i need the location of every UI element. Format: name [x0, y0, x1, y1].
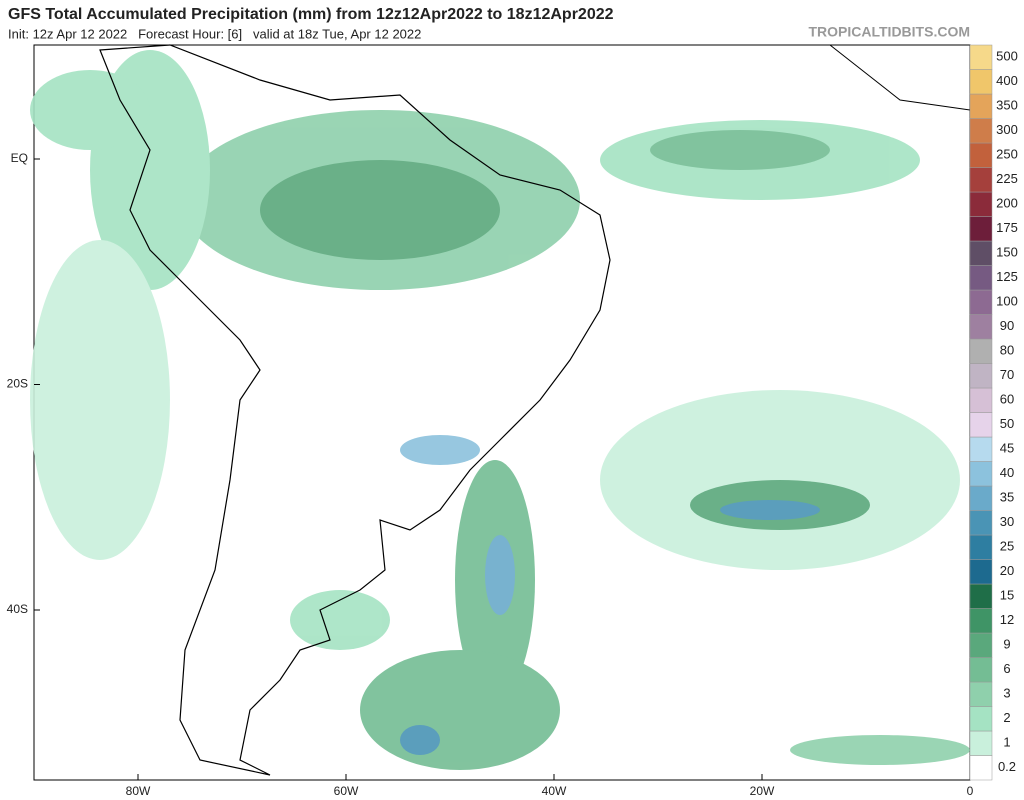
colorbar-swatch	[969, 534, 993, 560]
colorbar-label: 60	[1000, 392, 1014, 407]
colorbar-swatch	[969, 314, 993, 340]
colorbar-label: 225	[996, 171, 1018, 186]
precip-area	[360, 650, 560, 770]
colorbar-label: 6	[1003, 661, 1010, 676]
colorbar-label: 250	[996, 147, 1018, 162]
colorbar-swatch	[969, 632, 993, 658]
colorbar-label: 300	[996, 122, 1018, 137]
colorbar-swatch	[969, 681, 993, 707]
colorbar-swatch	[969, 289, 993, 315]
colorbar-swatch	[969, 265, 993, 291]
coastline	[829, 44, 971, 111]
colorbar-label: 0.2	[998, 759, 1016, 774]
lon-label: 80W	[126, 784, 151, 798]
lat-label: EQ	[11, 151, 28, 165]
colorbar-label: 1	[1003, 735, 1010, 750]
colorbar-label: 20	[1000, 563, 1014, 578]
colorbar-swatch	[969, 387, 993, 413]
colorbar-swatch	[969, 461, 993, 487]
colorbar-swatch	[969, 510, 993, 536]
colorbar-swatch	[969, 412, 993, 438]
colorbar-label: 50	[1000, 416, 1014, 431]
colorbar-label: 400	[996, 73, 1018, 88]
colorbar-swatch	[969, 142, 993, 168]
colorbar-label: 40	[1000, 465, 1014, 480]
colorbar-swatch	[969, 559, 993, 585]
precip-area	[400, 435, 480, 465]
precip-area	[290, 590, 390, 650]
colorbar-swatch	[969, 436, 993, 462]
colorbar-label: 2	[1003, 710, 1010, 725]
precip-area	[400, 725, 440, 755]
lon-label: 40W	[542, 784, 567, 798]
colorbar-swatch	[969, 730, 993, 756]
lon-label: 0	[967, 784, 974, 798]
precip-area	[650, 130, 830, 170]
colorbar-swatch	[969, 485, 993, 511]
colorbar-label: 70	[1000, 367, 1014, 382]
map-area	[30, 44, 971, 781]
colorbar-label: 30	[1000, 514, 1014, 529]
precip-area	[485, 535, 515, 615]
colorbar-label: 12	[1000, 612, 1014, 627]
precip-area	[790, 735, 970, 765]
colorbar-label: 500	[996, 49, 1018, 64]
colorbar-swatch	[969, 363, 993, 389]
colorbar-swatch	[969, 706, 993, 732]
colorbar-label: 25	[1000, 539, 1014, 554]
precip-area	[30, 240, 170, 560]
init-line: Init: 12z Apr 12 2022 Forecast Hour: [6]…	[8, 26, 421, 41]
colorbar: 0.21236912152025303540455060708090100125…	[969, 44, 1018, 781]
colorbar-label: 175	[996, 220, 1018, 235]
colorbar-swatch	[969, 69, 993, 95]
colorbar-label: 15	[1000, 588, 1014, 603]
colorbar-swatch	[969, 93, 993, 119]
colorbar-swatch	[969, 657, 993, 683]
colorbar-swatch	[969, 118, 993, 144]
coastline	[99, 44, 611, 776]
colorbar-label: 9	[1003, 637, 1010, 652]
colorbar-swatch	[969, 167, 993, 193]
colorbar-swatch	[969, 755, 993, 781]
colorbar-label: 90	[1000, 318, 1014, 333]
colorbar-label: 125	[996, 269, 1018, 284]
colorbar-label: 80	[1000, 343, 1014, 358]
colorbar-label: 350	[996, 98, 1018, 113]
colorbar-swatch	[969, 338, 993, 364]
colorbar-swatch	[969, 608, 993, 634]
title: GFS Total Accumulated Precipitation (mm)…	[8, 6, 614, 23]
lat-label: 20S	[7, 377, 28, 391]
colorbar-label: 100	[996, 294, 1018, 309]
lon-label: 60W	[334, 784, 359, 798]
colorbar-label: 150	[996, 245, 1018, 260]
colorbar-label: 45	[1000, 441, 1014, 456]
colorbar-swatch	[969, 216, 993, 242]
colorbar-swatch	[969, 191, 993, 217]
source: TROPICALTIDBITS.COM	[808, 24, 970, 40]
lat-label: 40S	[7, 602, 28, 616]
precip-area	[260, 160, 500, 260]
colorbar-label: 200	[996, 196, 1018, 211]
colorbar-swatch	[969, 44, 993, 70]
colorbar-label: 35	[1000, 490, 1014, 505]
colorbar-swatch	[969, 583, 993, 609]
colorbar-label: 3	[1003, 686, 1010, 701]
precip-field	[30, 50, 970, 770]
axes: EQ 20S 40S 80W 60W 40W 20W 0	[7, 151, 974, 798]
lon-label: 20W	[750, 784, 775, 798]
colorbar-swatch	[969, 240, 993, 266]
precip-area	[720, 500, 820, 520]
precip-area	[30, 70, 150, 150]
